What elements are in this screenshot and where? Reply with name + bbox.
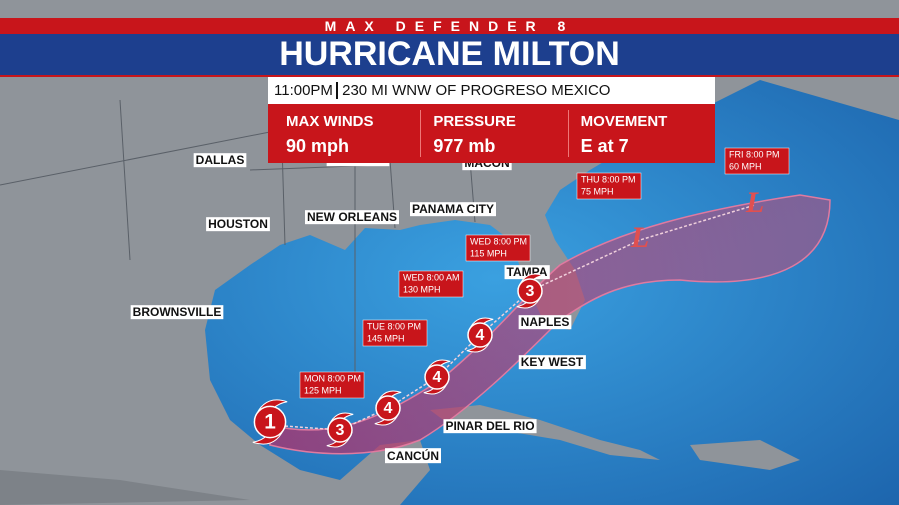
city-label: PANAMA CITY (412, 202, 494, 216)
storm-core (424, 364, 450, 390)
land-south (0, 470, 250, 505)
city-label: CANCÚN (387, 448, 439, 463)
stat-value: 90 mph (286, 136, 350, 156)
city-label-bg (130, 305, 224, 320)
forecast-intensity: 145 MPH (367, 333, 405, 343)
city-label-bg (410, 202, 496, 217)
city-label: KEY WEST (521, 355, 584, 369)
storm-category: 1 (264, 411, 276, 434)
forecast-box (465, 234, 531, 262)
forecast-box (398, 270, 464, 298)
storm-core (517, 278, 543, 304)
storm-category: 3 (336, 422, 345, 439)
storm-category: 3 (526, 283, 535, 300)
city-label-bg (518, 355, 586, 370)
city-label: BROWNSVILLE (133, 305, 222, 319)
forecast-time: MON 8:00 PM (304, 373, 361, 383)
forecast-box (724, 147, 790, 175)
stat: MOVEMENT E at 7 (569, 110, 715, 157)
forecast-intensity: 60 MPH (729, 161, 762, 171)
stat-label: MAX WINDS (286, 113, 374, 130)
forecast-time: FRI 8:00 PM (729, 149, 780, 159)
city-label: NAPLES (521, 315, 570, 329)
storm-core (467, 322, 493, 348)
storm-category: 4 (384, 400, 393, 417)
stat: PRESSURE 977 mb (421, 110, 569, 157)
forecast-box (576, 172, 642, 200)
forecast-intensity: 75 MPH (581, 186, 614, 196)
city-label-bg (206, 217, 270, 232)
city-label-bg (443, 419, 537, 434)
forecast-intensity: 130 MPH (403, 284, 441, 294)
forecast-box (362, 319, 428, 347)
city-label: HOUSTON (208, 217, 268, 231)
cuba (430, 405, 660, 460)
low-symbol: L (630, 221, 649, 254)
forecast-time: THU 8:00 PM (581, 174, 636, 184)
forecast-time: WED 8:00 PM (470, 236, 527, 246)
title-bar: HURRICANE MILTON (0, 34, 899, 77)
forecast-time: WED 8:00 AM (403, 272, 460, 282)
title: HURRICANE MILTON (279, 35, 620, 73)
city-label-bg (193, 153, 247, 168)
city-label: PINAR DEL RIO (445, 419, 534, 433)
city-label-bg (385, 448, 441, 464)
location: 230 MI WNW OF PROGRESO MEXICO (342, 82, 611, 99)
stat-label: PRESSURE (433, 113, 516, 130)
track (269, 204, 756, 431)
forecast-box (299, 371, 365, 399)
brand-bar: MAX DEFENDER 8 (0, 18, 899, 34)
time: 11:00PM (268, 82, 338, 99)
city-label: DALLAS (196, 153, 245, 167)
storm-category: 4 (476, 327, 485, 344)
forecast-intensity: 125 MPH (304, 385, 342, 395)
city-label-bg (305, 210, 399, 225)
storm-core (327, 417, 353, 443)
stat-label: MOVEMENT (580, 113, 668, 130)
forecast-time: TUE 8:00 PM (367, 321, 421, 331)
stat-value: E at 7 (580, 136, 629, 156)
storm-core (375, 395, 401, 421)
info-line: 11:00PM 230 MI WNW OF PROGRESO MEXICO (268, 77, 715, 104)
stat: MAX WINDS 90 mph (268, 110, 422, 157)
forecast-intensity: 115 MPH (470, 248, 507, 258)
low-symbol: L (745, 186, 764, 219)
stat-value: 977 mb (433, 136, 496, 156)
city-label-bg (518, 315, 572, 330)
brand: MAX DEFENDER 8 (324, 18, 575, 34)
city-label: NEW ORLEANS (307, 210, 397, 224)
stats-box: MAX WINDS 90 mph PRESSURE 977 mb MOVEMENT E a… (268, 104, 715, 163)
storm-category: 4 (433, 369, 442, 386)
storm-core (253, 405, 287, 439)
hispaniola (690, 440, 800, 470)
